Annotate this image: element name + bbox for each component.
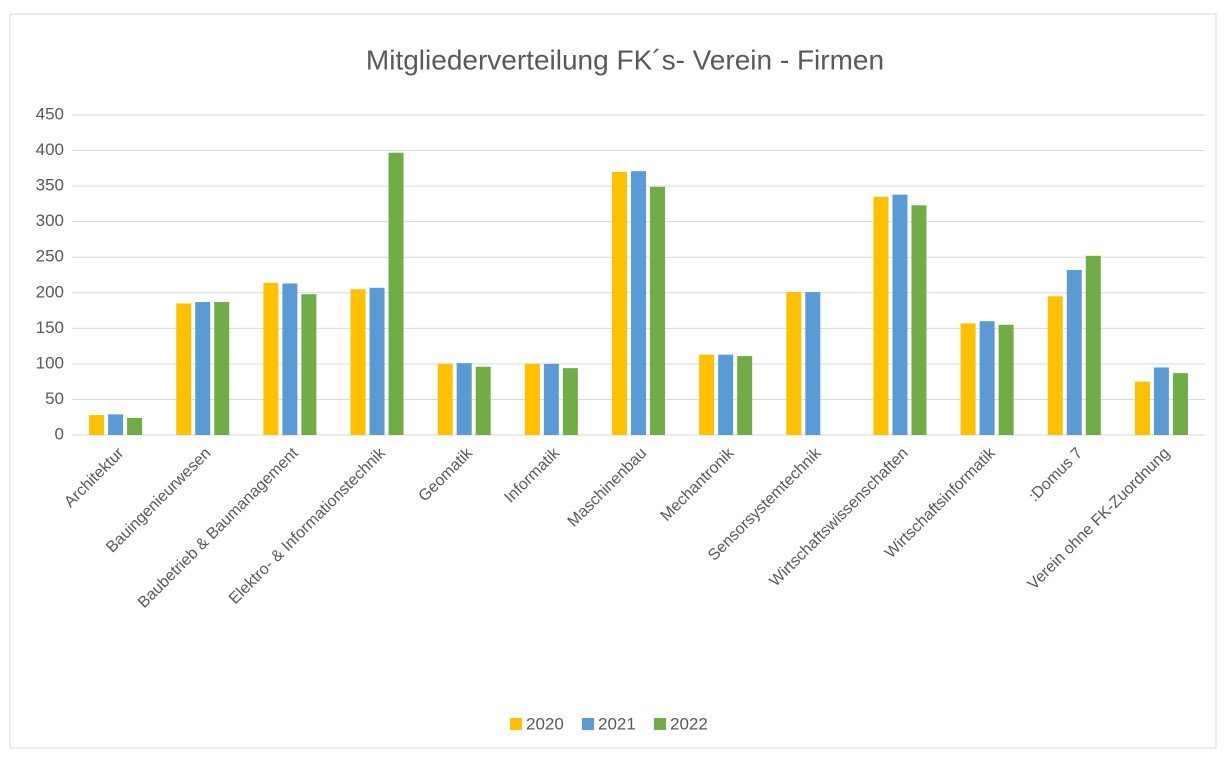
bar: [892, 194, 908, 435]
bar: [960, 323, 976, 435]
y-tick-label: 200: [36, 282, 64, 301]
bar: [388, 152, 404, 435]
bar: [1047, 296, 1063, 435]
bar: [369, 287, 385, 435]
bar: [786, 292, 802, 435]
y-tick-label: 450: [36, 104, 64, 123]
bar: [631, 171, 646, 435]
bar: [543, 363, 559, 435]
bar: [650, 186, 665, 435]
bar: [127, 417, 143, 435]
bar: [301, 294, 317, 435]
bar: [263, 282, 279, 435]
y-tick-label: 300: [36, 211, 64, 230]
y-tick-label: 100: [36, 353, 64, 372]
chart-title: Mitgliederverteilung FK´s- Verein - Firm…: [366, 44, 884, 75]
y-tick-label: 350: [36, 176, 64, 195]
bar: [456, 363, 472, 435]
legend-label: 2022: [670, 714, 708, 733]
y-tick-label: 50: [45, 389, 64, 408]
y-tick-label: 150: [36, 318, 64, 337]
bar: [1066, 270, 1082, 435]
bar: [1134, 381, 1150, 435]
y-tick-label: 400: [36, 140, 64, 159]
bar: [524, 363, 540, 435]
bar: [1172, 373, 1188, 435]
bar: [475, 366, 491, 435]
bar: [350, 289, 366, 435]
bar: [998, 324, 1014, 435]
bar: [1085, 255, 1101, 435]
y-tick-label: 0: [55, 424, 64, 443]
bar: [282, 283, 298, 435]
legend-swatch: [582, 718, 594, 730]
bar: [911, 205, 927, 435]
bar: [562, 368, 578, 435]
bar: [699, 354, 715, 435]
bar: [437, 363, 453, 435]
bar: [718, 354, 734, 435]
bar: [873, 196, 889, 435]
bar: [737, 356, 753, 435]
bar: [1153, 367, 1169, 435]
bar: [979, 321, 995, 435]
legend-swatch: [654, 718, 666, 730]
legend-label: 2020: [526, 714, 564, 733]
bar: [195, 302, 211, 435]
bar: [612, 171, 627, 435]
bar: [108, 414, 124, 435]
y-tick-label: 250: [36, 247, 64, 266]
bar: [176, 303, 192, 435]
bar: [214, 302, 230, 435]
legend-swatch: [510, 718, 522, 730]
legend-label: 2021: [598, 714, 636, 733]
bar: [89, 415, 105, 435]
bar: [805, 292, 821, 435]
